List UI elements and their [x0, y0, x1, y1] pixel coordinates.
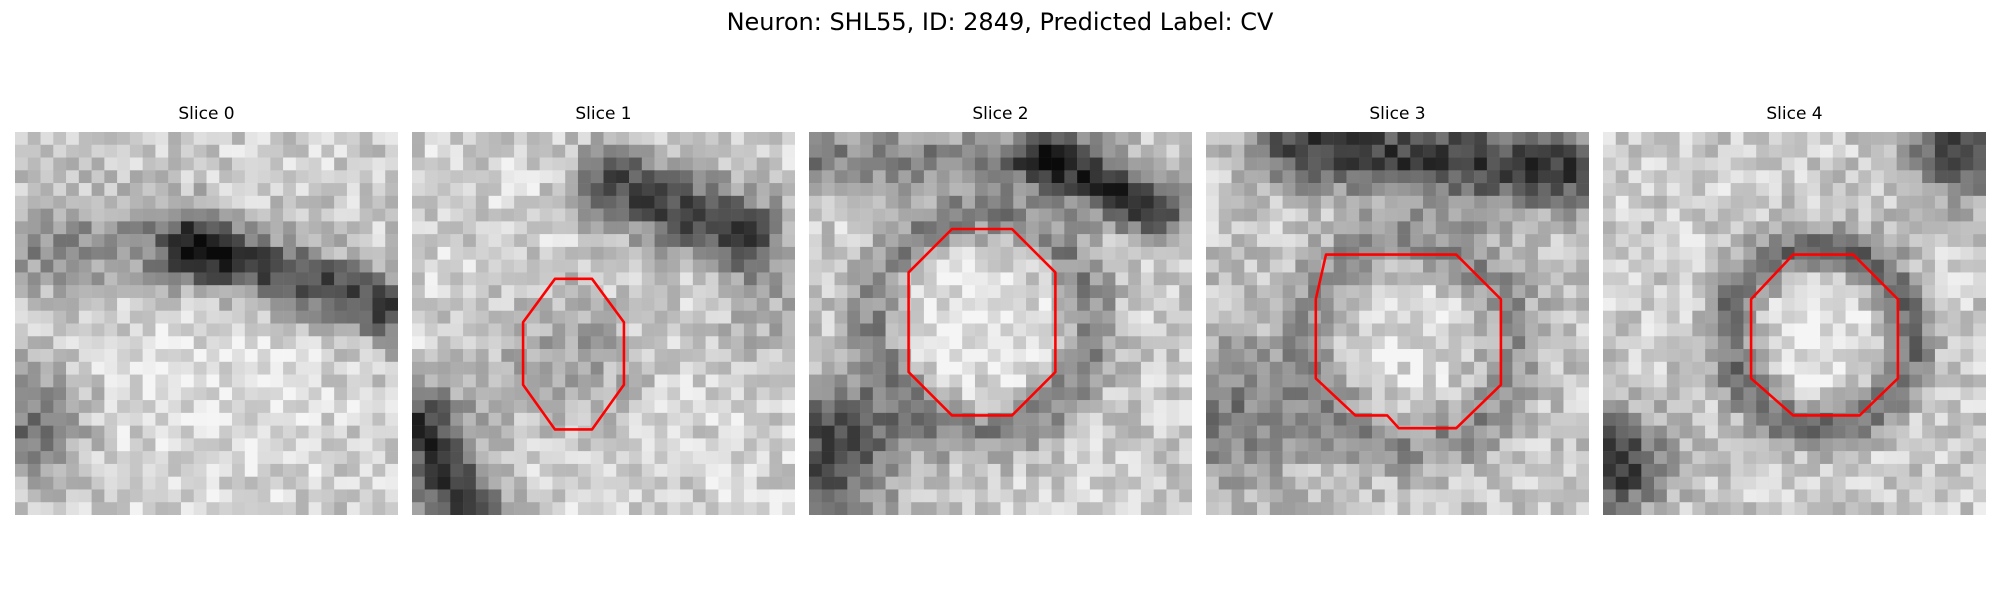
slice-pixels-0: [15, 132, 398, 515]
slice-image-1: [412, 132, 795, 515]
slice-pixels-1: [412, 132, 795, 515]
slice-title-4: Slice 4: [1766, 104, 1823, 124]
slice-image-3: [1206, 132, 1589, 515]
slice-pixels-2: [809, 132, 1192, 515]
slice-image-4: [1603, 132, 1986, 515]
slice-panel-3: Slice 3: [1206, 103, 1589, 515]
slice-panel-2: Slice 2: [809, 103, 1192, 515]
slice-panel-0: Slice 0: [15, 103, 398, 515]
slice-panel-4: Slice 4: [1603, 103, 1986, 515]
slice-title-2: Slice 2: [972, 104, 1029, 124]
roi-contour-4: [1749, 253, 1900, 417]
roi-contour-2: [907, 227, 1057, 417]
slice-pixels-4: [1603, 132, 1986, 515]
slice-title-1: Slice 1: [575, 104, 632, 124]
slice-title-3: Slice 3: [1369, 104, 1426, 124]
slice-pixels-3: [1206, 132, 1589, 515]
slice-image-2: [809, 132, 1192, 515]
slice-title-0: Slice 0: [178, 104, 235, 124]
roi-contour-1: [521, 277, 626, 431]
figure-title: Neuron: SHL55, ID: 2849, Predicted Label…: [726, 8, 1274, 36]
slice-panel-1: Slice 1: [412, 103, 795, 515]
slice-image-0: [15, 132, 398, 515]
roi-contour-3: [1314, 253, 1503, 430]
